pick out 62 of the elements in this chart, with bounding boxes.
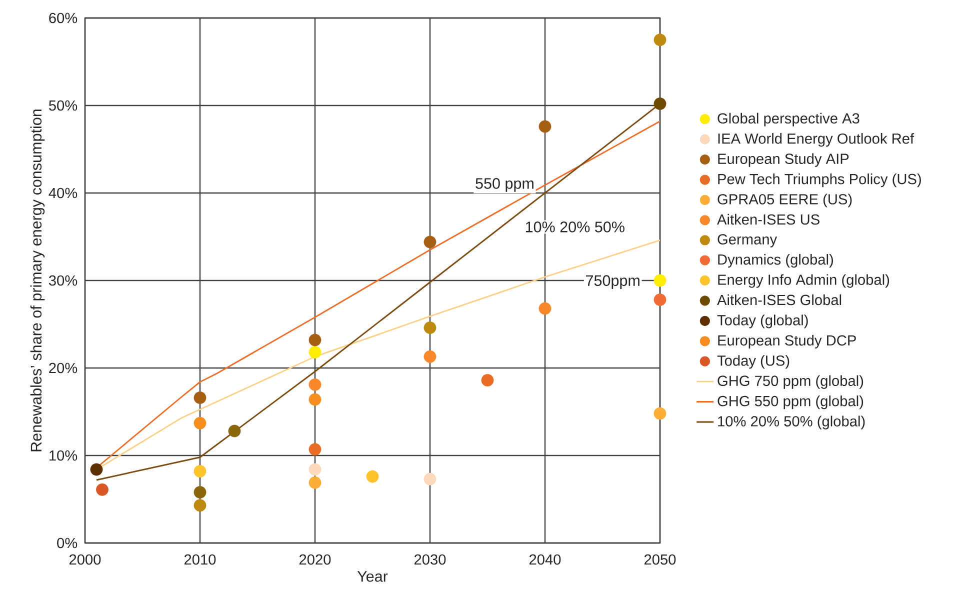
point (194, 486, 206, 498)
legend-label: Pew Tech Triumphs Policy (US) (718, 173, 921, 188)
point (308, 476, 322, 489)
x-tick-label: 2030 (414, 554, 446, 565)
point (96, 483, 108, 496)
legend-label: Dynamics (global) (718, 254, 833, 268)
legend-label: Germany (718, 234, 778, 248)
legend-label: 10% 20% 50% (global) (718, 416, 865, 430)
point (308, 463, 322, 476)
legend-label: GHG 750 ppm (global) (718, 375, 864, 389)
point (194, 392, 206, 404)
legend-label: IEA World Energy Outlook Ref (718, 133, 914, 147)
point (366, 470, 379, 483)
point (654, 407, 666, 420)
annotation: 550 ppm (476, 178, 534, 192)
point (654, 34, 666, 46)
y-tick-label: 10% (50, 450, 78, 461)
annotation: 750ppm (586, 275, 640, 289)
point (194, 465, 206, 478)
legend-label: GPRA05 EERE (US) (718, 194, 852, 208)
legend-label: Today (US) (717, 355, 790, 369)
y-tick-label: 50% (48, 100, 78, 111)
point (90, 463, 103, 476)
point (308, 443, 322, 456)
y-axis-title: Renewables’ share of primary energy consumption (30, 110, 45, 452)
point (424, 472, 436, 486)
legend-label: Energy Info Admin (global) (718, 274, 890, 288)
point (538, 302, 552, 315)
point (424, 322, 436, 334)
x-tick-label: 2020 (299, 554, 331, 565)
point (308, 334, 322, 346)
point (194, 499, 206, 512)
x-axis-title: Year (357, 571, 388, 582)
y-tick-label: 40% (48, 188, 78, 198)
point (654, 274, 666, 287)
point (424, 236, 436, 248)
point (424, 350, 436, 363)
x-tick-label: 2010 (184, 554, 216, 565)
point (654, 98, 666, 110)
annotation: 10% 20% 50% (526, 222, 624, 232)
y-tick-label: 30% (48, 275, 78, 286)
point (308, 393, 322, 406)
point (538, 120, 552, 133)
point (308, 378, 322, 391)
point (308, 346, 322, 358)
point (228, 424, 241, 438)
y-tick-label: 60% (49, 12, 78, 24)
point (194, 416, 206, 430)
y-tick-label: 0% (57, 538, 78, 548)
legend-label: Aitken-ISES US (717, 214, 820, 225)
x-tick-label: 2050 (644, 554, 676, 565)
point (481, 374, 494, 386)
legend-label: GHG 550 ppm (global) (718, 396, 864, 410)
x-tick-label: 2040 (529, 554, 561, 565)
point (654, 294, 666, 306)
legend-label: Global perspective A3 (718, 112, 860, 126)
legend-label: European Study DCP (718, 334, 856, 348)
legend-label: European Study AIP (718, 153, 849, 167)
x-tick-label: 2000 (69, 554, 101, 565)
legend-label: Aitken-ISES Global (717, 294, 842, 306)
y-tick-label: 20% (49, 362, 78, 374)
legend-label: Today (global) (717, 314, 808, 328)
